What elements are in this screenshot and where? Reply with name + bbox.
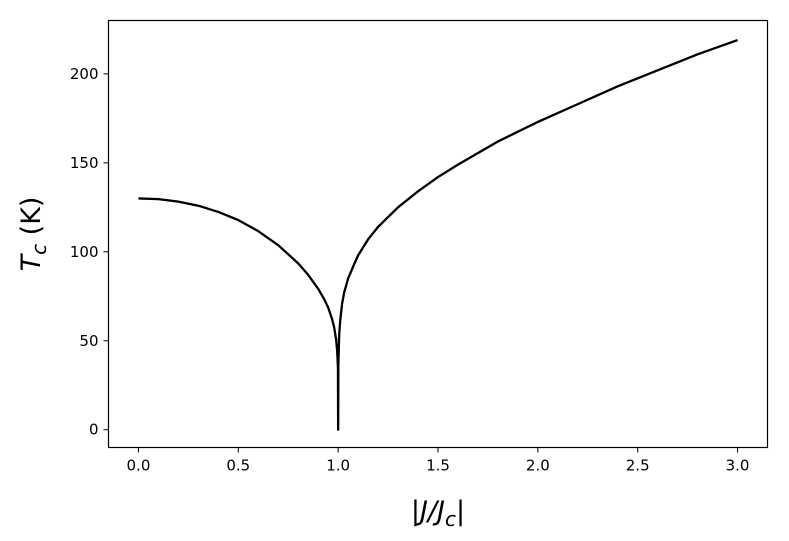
x-tick-label: 2.0 [526,457,550,475]
x-tick-label: 2.5 [626,457,650,475]
y-axis-label: Tc (K) [16,197,51,272]
x-tick-label: 0.0 [127,457,151,475]
y-tick-label: 150 [70,154,99,172]
x-tick-label: 1.5 [426,457,450,475]
plot-frame [107,19,769,449]
series-line [138,38,738,431]
x-axis-label: |J/Jc| [411,496,465,531]
y-axis-ticks: 0 50 100 150 200 [70,65,109,439]
x-tick-label: 1.0 [326,457,350,475]
y-tick-label: 100 [70,243,99,261]
y-tick-label: 0 [89,421,99,439]
x-tick-label: 3.0 [726,457,750,475]
x-tick-label: 0.5 [226,457,250,475]
y-tick-label: 200 [70,65,99,83]
y-tick-label: 50 [79,332,98,350]
x-axis-ticks: 0.0 0.5 1.0 1.5 2.0 2.5 3.0 [127,447,750,475]
